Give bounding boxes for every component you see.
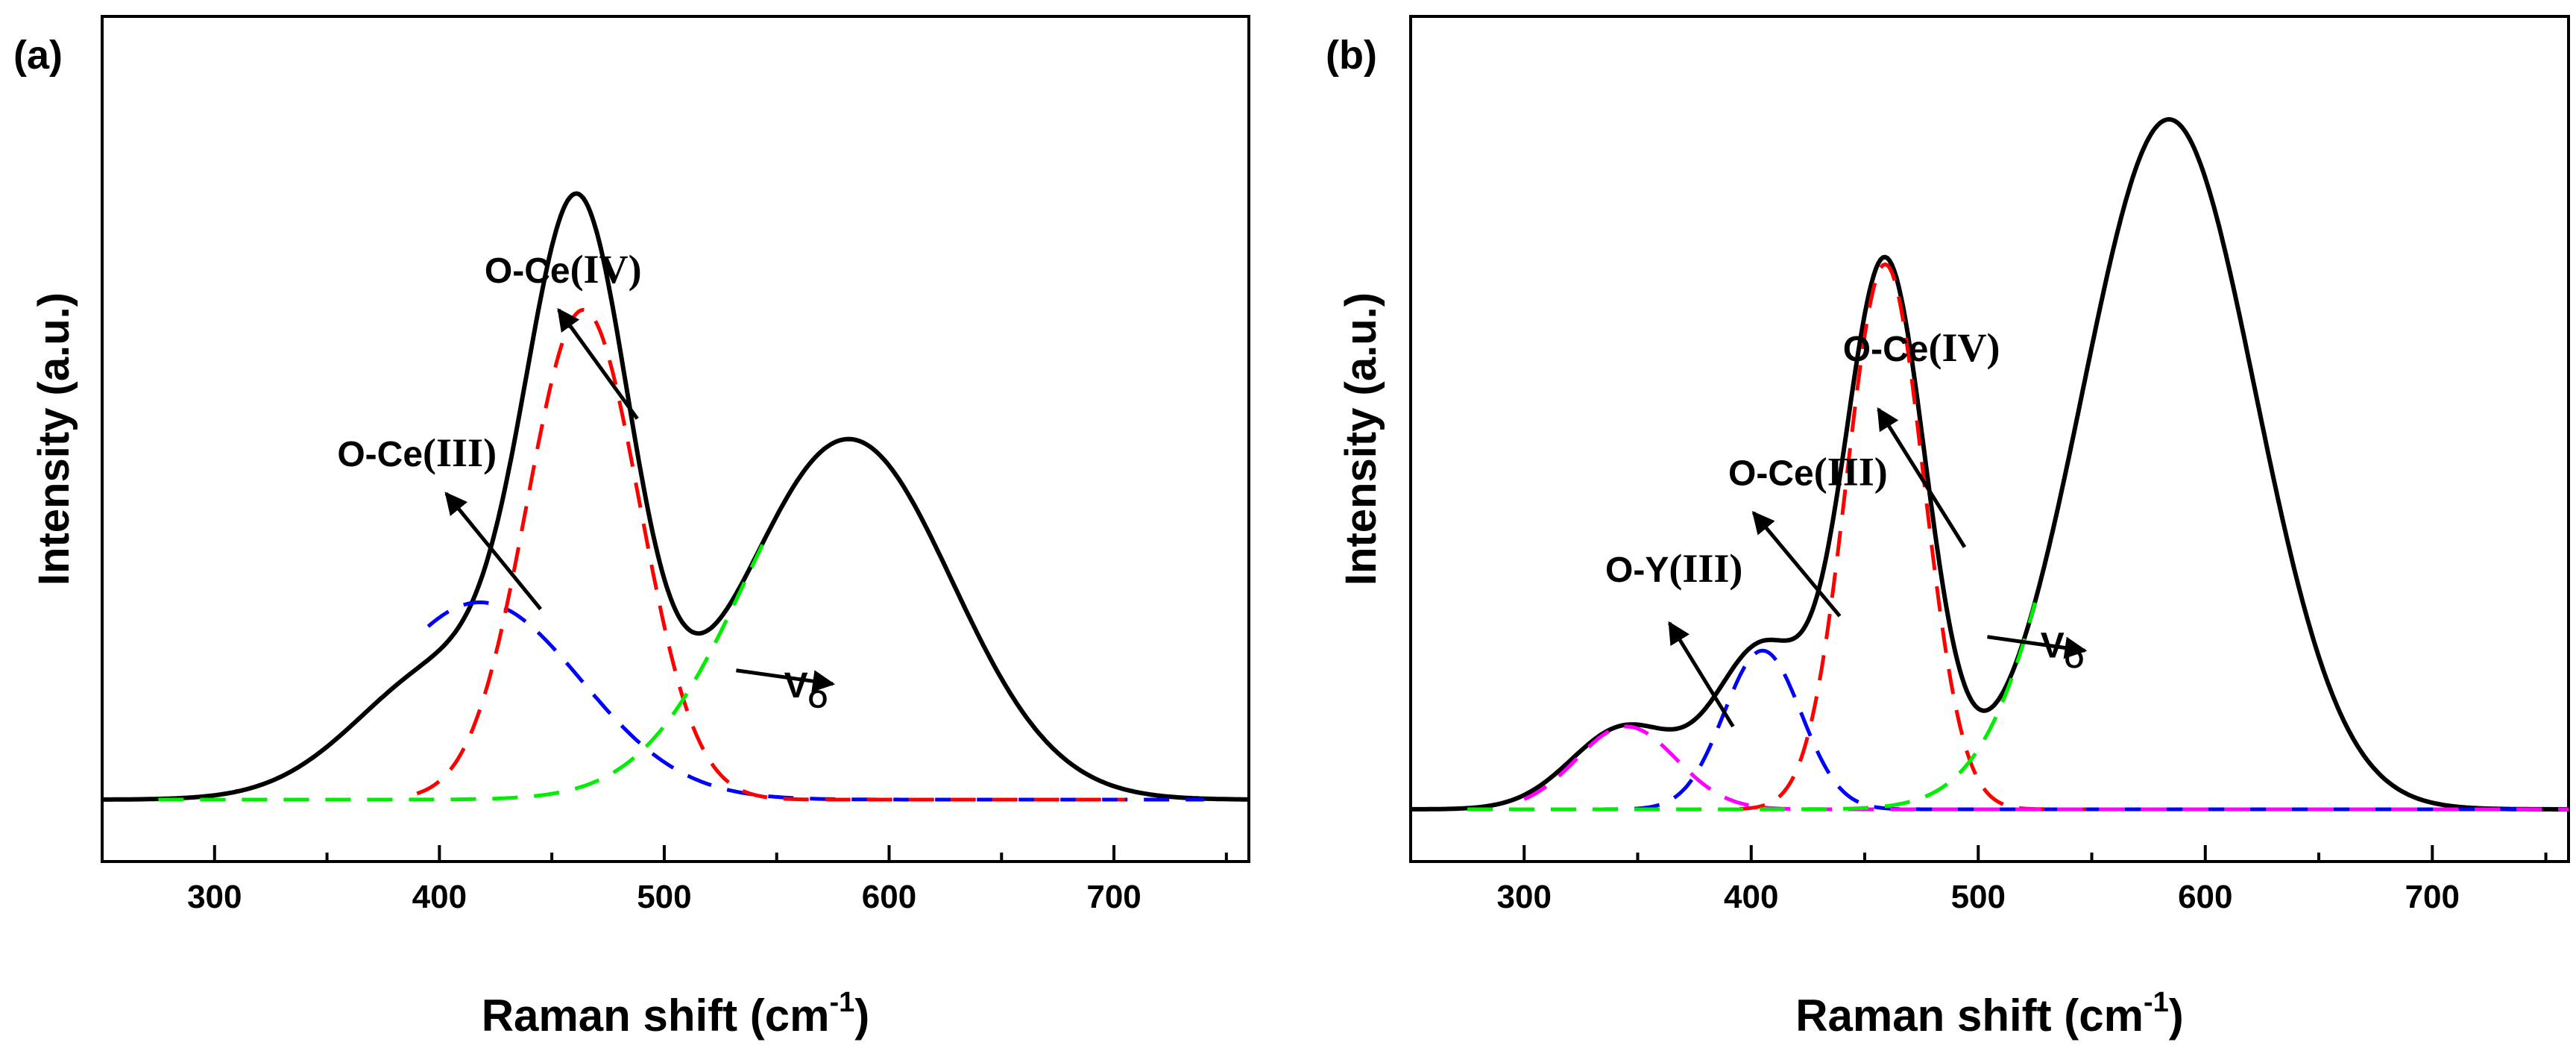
annotation-subscript: O (808, 685, 828, 714)
annotation-label: O-Ce(III) (337, 430, 497, 475)
annotation-paren: ) (483, 430, 497, 475)
x-axis-label-paren: ) (854, 991, 869, 1041)
deconvoluted-peak-line (1467, 602, 2037, 812)
fitted-spectrum-line (102, 191, 1249, 802)
annotation-base: V (784, 666, 808, 706)
x-tick-label: 500 (1951, 879, 2006, 915)
x-axis-label: Raman shift (cm-1) (1795, 987, 2184, 1041)
x-tick-label: 700 (2405, 879, 2460, 915)
x-axis-label-paren: ) (2169, 991, 2184, 1041)
panel-b: 300 400 500 600 700O-Y(III)O-Ce(III)O-Ce(IV)… (1326, 15, 2570, 1041)
annotation-arrow (444, 492, 542, 611)
x-axis-label-paren: ( (737, 991, 765, 1041)
x-axis-label-text: Raman shift (1795, 991, 2051, 1041)
annotation-paren: ( (1669, 546, 1682, 591)
annotation-arrow (1751, 510, 1842, 618)
x-tick-label: 700 (1086, 879, 1141, 915)
x-tick-label: 500 (637, 879, 691, 915)
fitted-spectrum-line (1410, 117, 2569, 812)
y-axis-label: Intensity (a.u.) (30, 292, 78, 586)
annotation-base: V (2041, 627, 2065, 666)
deconvoluted-peak-line (416, 307, 1126, 802)
deconvoluted-peak-line (158, 538, 767, 802)
deconvoluted-peak-line (426, 600, 1204, 802)
panel-label: (b) (1326, 33, 1377, 78)
annotation-base: O-Ce (485, 251, 570, 291)
annotation-paren: ) (629, 247, 642, 292)
annotation-paren: ( (570, 247, 584, 292)
annotation-base: O-Ce (337, 435, 423, 474)
x-tick-label: 400 (1724, 879, 1778, 915)
annotation-label: O-Ce(IV) (1843, 325, 2000, 370)
x-axis-unit: cm (2079, 991, 2144, 1041)
x-axis-label: Raman shift (cm-1) (482, 987, 870, 1041)
annotation-arrow (1877, 407, 1967, 548)
deconvoluted-peak-line (1467, 648, 2524, 812)
annotation-roman: IV (584, 247, 629, 292)
annotation-roman: IV (1942, 325, 1986, 370)
x-tick-label: 300 (187, 879, 242, 915)
annotation-roman: III (436, 430, 483, 475)
plot-frame (1409, 15, 2570, 863)
annotation-arrow (736, 668, 836, 693)
x-axis-label-text: Raman shift (482, 991, 737, 1041)
y-axis-label: Intensity (a.u.) (1337, 292, 1385, 586)
panel-label: (a) (13, 33, 63, 78)
x-axis-unit-exponent: -1 (2144, 987, 2169, 1018)
annotation-subscript: O (2065, 646, 2084, 674)
x-axis-unit: cm (765, 991, 830, 1041)
plot-frame (101, 15, 1250, 863)
x-tick-label: 300 (1497, 879, 1552, 915)
annotation-label: O-Ce(III) (1728, 449, 1888, 494)
x-tick-label: 600 (862, 879, 916, 915)
annotation-base: O-Y (1605, 550, 1669, 590)
annotation-base: O-Ce (1728, 454, 1814, 493)
annotation-base: O-Ce (1843, 330, 1929, 369)
x-axis-unit-exponent: -1 (829, 987, 854, 1018)
x-axis-label-paren: ( (2052, 991, 2079, 1041)
x-tick-label: 400 (412, 879, 467, 915)
annotation-label: O-Ce(IV) (485, 247, 642, 292)
annotation-paren: ( (1928, 325, 1942, 370)
annotation-roman: III (1827, 449, 1874, 494)
x-tick-label: 600 (2178, 879, 2232, 915)
deconvoluted-peak-line (1739, 262, 2114, 812)
annotation-label: VO (2041, 627, 2084, 674)
annotation-paren: ( (423, 430, 436, 475)
annotation-paren: ( (1814, 449, 1827, 494)
annotation-paren: ) (1986, 325, 2000, 370)
annotation-arrow (1987, 635, 2088, 659)
panel-a: 300 400 500 600 700O-Ce(III)O-Ce(IV)VO(a)Int… (13, 15, 1250, 1041)
deconvoluted-peak-line (1523, 724, 2569, 812)
annotation-paren: ) (1874, 449, 1888, 494)
annotation-label: O-Y(III) (1605, 546, 1742, 591)
annotation-arrow (1668, 621, 1735, 728)
annotation-label: VO (784, 666, 828, 714)
annotation-paren: ) (1729, 546, 1742, 591)
annotation-roman: III (1682, 546, 1729, 591)
annotation-arrow (557, 307, 639, 420)
